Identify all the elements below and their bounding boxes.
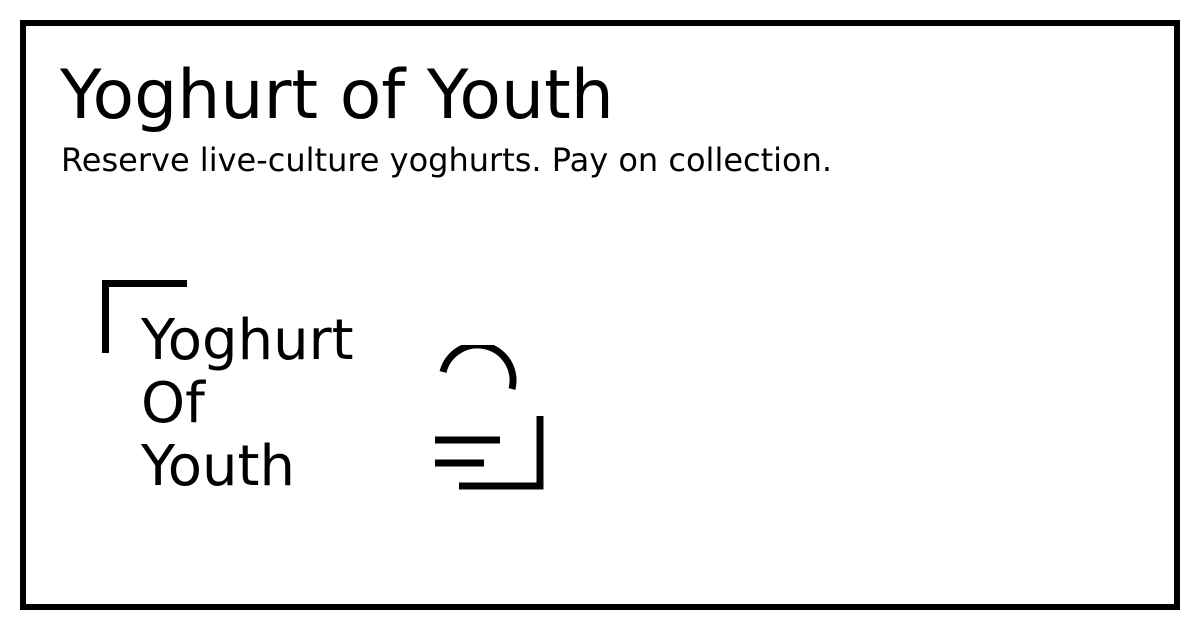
corner-bracket-icon bbox=[102, 280, 187, 353]
page-title: Yoghurt of Youth bbox=[60, 56, 614, 135]
tagline: Reserve live-culture yoghurts. Pay on co… bbox=[61, 141, 833, 179]
logo-line-youth: Youth bbox=[141, 434, 295, 499]
lid-arc bbox=[439, 345, 517, 390]
logo-wordmark: Yoghurt Of Youth bbox=[141, 309, 354, 498]
tray-corner bbox=[459, 416, 544, 490]
logo-line-of: Of bbox=[141, 371, 205, 436]
lid-and-tray-icon bbox=[435, 345, 544, 490]
logo-line-yoghurt: Yoghurt bbox=[141, 308, 354, 373]
share-card bbox=[20, 20, 1180, 610]
